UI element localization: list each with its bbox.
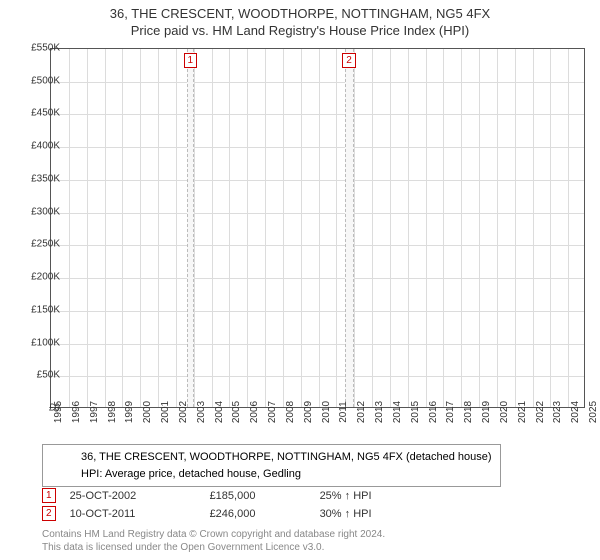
ytick-label: £200K [31,272,60,283]
table-marker-2: 2 [42,506,56,521]
legend: 36, THE CRESCENT, WOODTHORPE, NOTTINGHAM… [42,444,501,487]
table-date-1: 25-OCT-2002 [70,490,210,502]
xtick-label: 2015 [410,401,421,423]
ytick-label: £250K [31,239,60,250]
xtick-label: 2000 [142,401,153,423]
xtick-label: 2005 [231,401,242,423]
ytick-label: £150K [31,304,60,315]
table-price-1: £185,000 [210,490,320,502]
xtick-label: 1998 [107,401,118,423]
ytick-label: £400K [31,141,60,152]
legend-swatch-hpi [51,473,75,475]
band-label: 2 [342,53,356,68]
table-marker-1: 1 [42,488,56,503]
ytick-label: £550K [31,43,60,54]
xtick-label: 2001 [160,401,171,423]
xtick-label: 2007 [267,401,278,423]
xtick-label: 2023 [552,401,563,423]
ytick-label: £450K [31,108,60,119]
xtick-label: 1997 [89,401,100,423]
ytick-label: £350K [31,173,60,184]
table-date-2: 10-OCT-2011 [70,508,210,520]
xtick-label: 1996 [71,401,82,423]
footer: Contains HM Land Registry data © Crown c… [42,528,385,554]
legend-swatch-property [51,456,75,458]
transactions-table: 1 25-OCT-2002 £185,000 25% ↑ HPI 2 10-OC… [42,488,440,524]
legend-label-hpi: HPI: Average price, detached house, Gedl… [81,466,301,483]
xtick-label: 2003 [196,401,207,423]
xtick-label: 1995 [53,401,64,423]
xtick-label: 2018 [463,401,474,423]
legend-row-hpi: HPI: Average price, detached house, Gedl… [51,466,492,483]
chart-container: 36, THE CRESCENT, WOODTHORPE, NOTTINGHAM… [0,0,600,560]
xtick-label: 2002 [178,401,189,423]
table-row: 1 25-OCT-2002 £185,000 25% ↑ HPI [42,488,440,503]
plot-area: 12 [50,48,585,408]
xtick-label: 2014 [392,401,403,423]
title-line2: Price paid vs. HM Land Registry's House … [0,23,600,40]
xtick-label: 2009 [303,401,314,423]
xtick-label: 2008 [285,401,296,423]
xtick-label: 2016 [428,401,439,423]
xtick-label: 2020 [499,401,510,423]
band-label: 1 [184,53,198,68]
table-pct-1: 25% ↑ HPI [320,490,440,502]
xtick-label: 2013 [374,401,385,423]
chart-title: 36, THE CRESCENT, WOODTHORPE, NOTTINGHAM… [0,0,600,40]
ytick-label: £100K [31,337,60,348]
xtick-label: 2021 [517,401,528,423]
footer-line2: This data is licensed under the Open Gov… [42,541,385,554]
lines-svg [51,49,584,407]
xtick-label: 2025 [588,401,599,423]
xtick-label: 2024 [570,401,581,423]
xtick-label: 2012 [356,401,367,423]
table-price-2: £246,000 [210,508,320,520]
xtick-label: 2017 [445,401,456,423]
legend-label-property: 36, THE CRESCENT, WOODTHORPE, NOTTINGHAM… [81,449,492,466]
ytick-label: £500K [31,75,60,86]
xtick-label: 2022 [535,401,546,423]
xtick-label: 1999 [124,401,135,423]
ytick-label: £50K [37,370,60,381]
xtick-label: 2006 [249,401,260,423]
table-pct-2: 30% ↑ HPI [320,508,440,520]
xtick-label: 2004 [214,401,225,423]
ytick-label: £300K [31,206,60,217]
xtick-label: 2011 [338,401,349,423]
xtick-label: 2019 [481,401,492,423]
footer-line1: Contains HM Land Registry data © Crown c… [42,528,385,541]
title-line1: 36, THE CRESCENT, WOODTHORPE, NOTTINGHAM… [0,6,600,23]
xtick-label: 2010 [321,401,332,423]
legend-row-property: 36, THE CRESCENT, WOODTHORPE, NOTTINGHAM… [51,449,492,466]
table-row: 2 10-OCT-2011 £246,000 30% ↑ HPI [42,506,440,521]
